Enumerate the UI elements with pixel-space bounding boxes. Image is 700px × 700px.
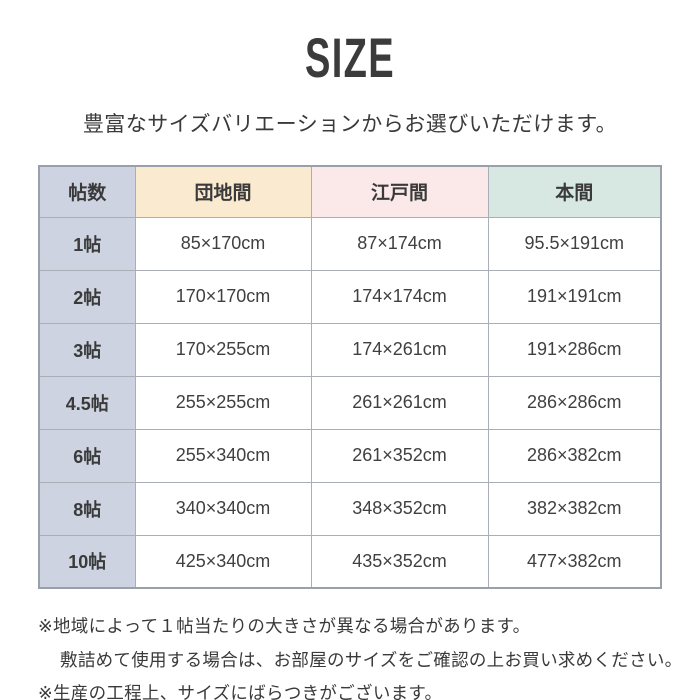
row-label: 4.5帖 xyxy=(38,375,136,430)
edoma-value: 435×352cm xyxy=(310,534,489,589)
honma-value: 382×382cm xyxy=(487,481,662,536)
danchima-value: 170×170cm xyxy=(134,269,312,324)
col-header-edoma: 江戸間 xyxy=(310,165,489,218)
honma-value: 477×382cm xyxy=(487,534,662,589)
table-row: 8帖 340×340cm 348×352cm 382×382cm xyxy=(38,481,662,536)
row-label: 2帖 xyxy=(38,269,136,324)
danchima-value: 170×255cm xyxy=(134,322,312,377)
danchima-value: 425×340cm xyxy=(134,534,312,589)
honma-value: 191×191cm xyxy=(487,269,662,324)
page-title: SIZE xyxy=(304,26,396,89)
honma-value: 286×382cm xyxy=(487,428,662,483)
danchima-value: 340×340cm xyxy=(134,481,312,536)
row-label: 10帖 xyxy=(38,534,136,589)
col-header-josu: 帖数 xyxy=(38,165,136,218)
edoma-value: 87×174cm xyxy=(310,216,489,271)
col-header-danchima: 団地間 xyxy=(134,165,312,218)
table-row: 4.5帖 255×255cm 261×261cm 286×286cm xyxy=(38,375,662,430)
table-row: 10帖 425×340cm 435×352cm 477×382cm xyxy=(38,534,662,589)
footnote-room-size: 敷詰めて使用する場合は、お部屋のサイズをご確認の上お買い求めください。 xyxy=(60,649,683,670)
size-table-body: 1帖 85×170cm 87×174cm 95.5×191cm 2帖 170×1… xyxy=(38,216,662,589)
honma-value: 286×286cm xyxy=(487,375,662,430)
row-label: 8帖 xyxy=(38,481,136,536)
row-label: 1帖 xyxy=(38,216,136,271)
footnotes: ※地域によって１帖当たりの大きさが異なる場合があります。 敷詰めて使用する場合は… xyxy=(38,610,700,700)
footnote-production: ※生産の工程上、サイズにばらつきがございます。 xyxy=(38,683,443,700)
row-label: 3帖 xyxy=(38,322,136,377)
danchima-value: 85×170cm xyxy=(134,216,312,271)
table-row: 2帖 170×170cm 174×174cm 191×191cm xyxy=(38,269,662,324)
edoma-value: 174×174cm xyxy=(310,269,489,324)
page-subtitle: 豊富なサイズバリエーションからお選びいただけます。 xyxy=(82,113,618,136)
size-table-header: 帖数 団地間 江戸間 本間 xyxy=(38,165,662,218)
table-row: 3帖 170×255cm 174×261cm 191×286cm xyxy=(38,322,662,377)
honma-value: 95.5×191cm xyxy=(487,216,662,271)
table-row: 1帖 85×170cm 87×174cm 95.5×191cm xyxy=(38,216,662,271)
edoma-value: 174×261cm xyxy=(310,322,489,377)
honma-value: 191×286cm xyxy=(487,322,662,377)
header-row: 帖数 団地間 江戸間 本間 xyxy=(38,165,662,218)
table-row: 6帖 255×340cm 261×352cm 286×382cm xyxy=(38,428,662,483)
edoma-value: 261×261cm xyxy=(310,375,489,430)
col-header-honma: 本間 xyxy=(487,165,662,218)
size-table: 帖数 団地間 江戸間 本間 1帖 85×170cm 87×174cm 95.5×… xyxy=(38,165,662,589)
danchima-value: 255×255cm xyxy=(134,375,312,430)
danchima-value: 255×340cm xyxy=(134,428,312,483)
footnote-region: ※地域によって１帖当たりの大きさが異なる場合があります。 xyxy=(38,616,531,636)
edoma-value: 348×352cm xyxy=(310,481,489,536)
edoma-value: 261×352cm xyxy=(310,428,489,483)
row-label: 6帖 xyxy=(38,428,136,483)
